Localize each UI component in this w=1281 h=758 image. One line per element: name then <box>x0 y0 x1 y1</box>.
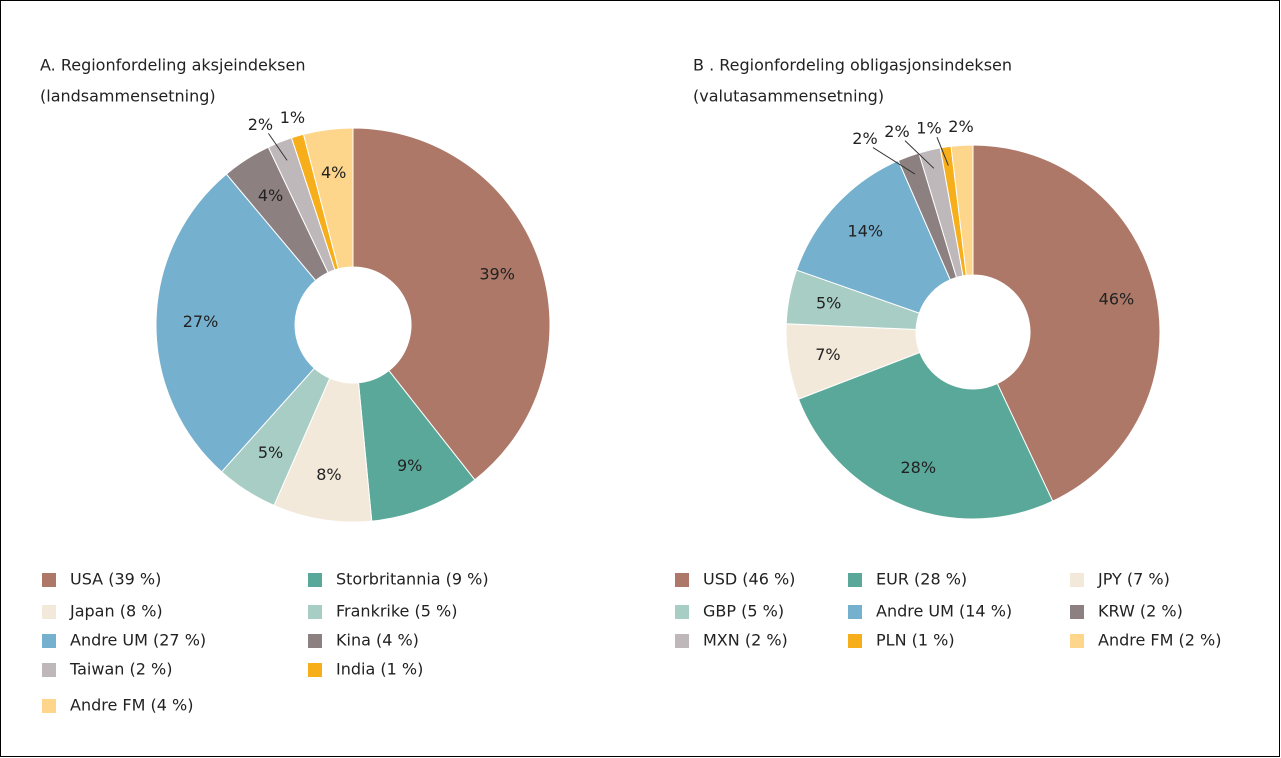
data-label: 14% <box>848 221 884 240</box>
legend-label: Andre UM (27 %) <box>70 631 206 650</box>
legend-swatch <box>848 605 862 619</box>
leader-line <box>268 133 288 161</box>
legend-swatch <box>675 605 689 619</box>
legend-swatch <box>42 663 56 677</box>
data-label: 5% <box>258 443 283 462</box>
data-label: 9% <box>397 456 422 475</box>
legend-swatch <box>42 699 56 713</box>
leader-line <box>872 147 916 175</box>
legend-label: Andre FM (2 %) <box>1098 631 1221 650</box>
legend-label: GBP (5 %) <box>703 602 784 621</box>
legend-label: USD (46 %) <box>703 570 795 589</box>
data-label: 5% <box>816 294 841 313</box>
data-label: 2% <box>248 115 273 134</box>
legend-swatch <box>308 605 322 619</box>
legend-swatch <box>675 634 689 648</box>
legend-label: Andre FM (4 %) <box>70 696 193 715</box>
legend-swatch <box>42 573 56 587</box>
data-label: 4% <box>258 186 283 205</box>
legend-label: Frankrike (5 %) <box>336 602 457 621</box>
legend-swatch <box>1070 634 1084 648</box>
pie-slice <box>797 351 1054 520</box>
pie-slice <box>950 144 974 276</box>
legend-label: MXN (2 %) <box>703 631 788 650</box>
data-label: 8% <box>316 465 341 484</box>
legend-label: Storbritannia (9 %) <box>336 570 489 589</box>
data-label: 1% <box>916 119 941 138</box>
data-label: 39% <box>479 265 515 284</box>
legend-swatch <box>308 634 322 648</box>
leader-line <box>936 137 949 166</box>
legend-label: Japan (8 %) <box>69 602 163 621</box>
legend-label: KRW (2 %) <box>1098 602 1183 621</box>
data-label: 2% <box>948 117 973 136</box>
pie-slice <box>155 173 317 473</box>
data-label: 4% <box>321 163 346 182</box>
data-label: 1% <box>280 108 305 127</box>
legend-swatch <box>1070 605 1084 619</box>
legend-label: Andre UM (14 %) <box>876 602 1012 621</box>
legend-label: India (1 %) <box>336 660 423 679</box>
pie-slice <box>352 127 551 481</box>
chart-subtitle: (valutasammensetning) <box>693 87 884 106</box>
legend-swatch <box>848 573 862 587</box>
leader-line <box>904 140 935 169</box>
legend-label: USA (39 %) <box>70 570 161 589</box>
legend-label: JPY (7 %) <box>1097 570 1170 589</box>
legend-swatch <box>308 663 322 677</box>
data-label: 2% <box>852 129 877 148</box>
data-label: 28% <box>900 458 936 477</box>
pie-slice <box>302 127 354 270</box>
legend-swatch <box>42 605 56 619</box>
legend-label: Taiwan (2 %) <box>69 660 172 679</box>
legend-label: EUR (28 %) <box>876 570 967 589</box>
legend-swatch <box>308 573 322 587</box>
legend-swatch <box>848 634 862 648</box>
legend-label: Kina (4 %) <box>336 631 419 650</box>
data-label: 27% <box>183 312 219 331</box>
chart-title: A. Regionfordeling aksjeindeksen <box>40 56 305 75</box>
chart-subtitle: (landsammensetning) <box>40 87 216 106</box>
data-label: 7% <box>815 345 840 364</box>
legend-swatch <box>1070 573 1084 587</box>
data-label: 2% <box>884 122 909 141</box>
chart-title: B . Regionfordeling obligasjonsindeksen <box>693 56 1012 75</box>
legend-label: PLN (1 %) <box>876 631 955 650</box>
legend-swatch <box>42 634 56 648</box>
pie-slice <box>972 144 1161 502</box>
pie-slice <box>795 159 951 314</box>
legend-swatch <box>675 573 689 587</box>
data-label: 46% <box>1099 289 1135 308</box>
